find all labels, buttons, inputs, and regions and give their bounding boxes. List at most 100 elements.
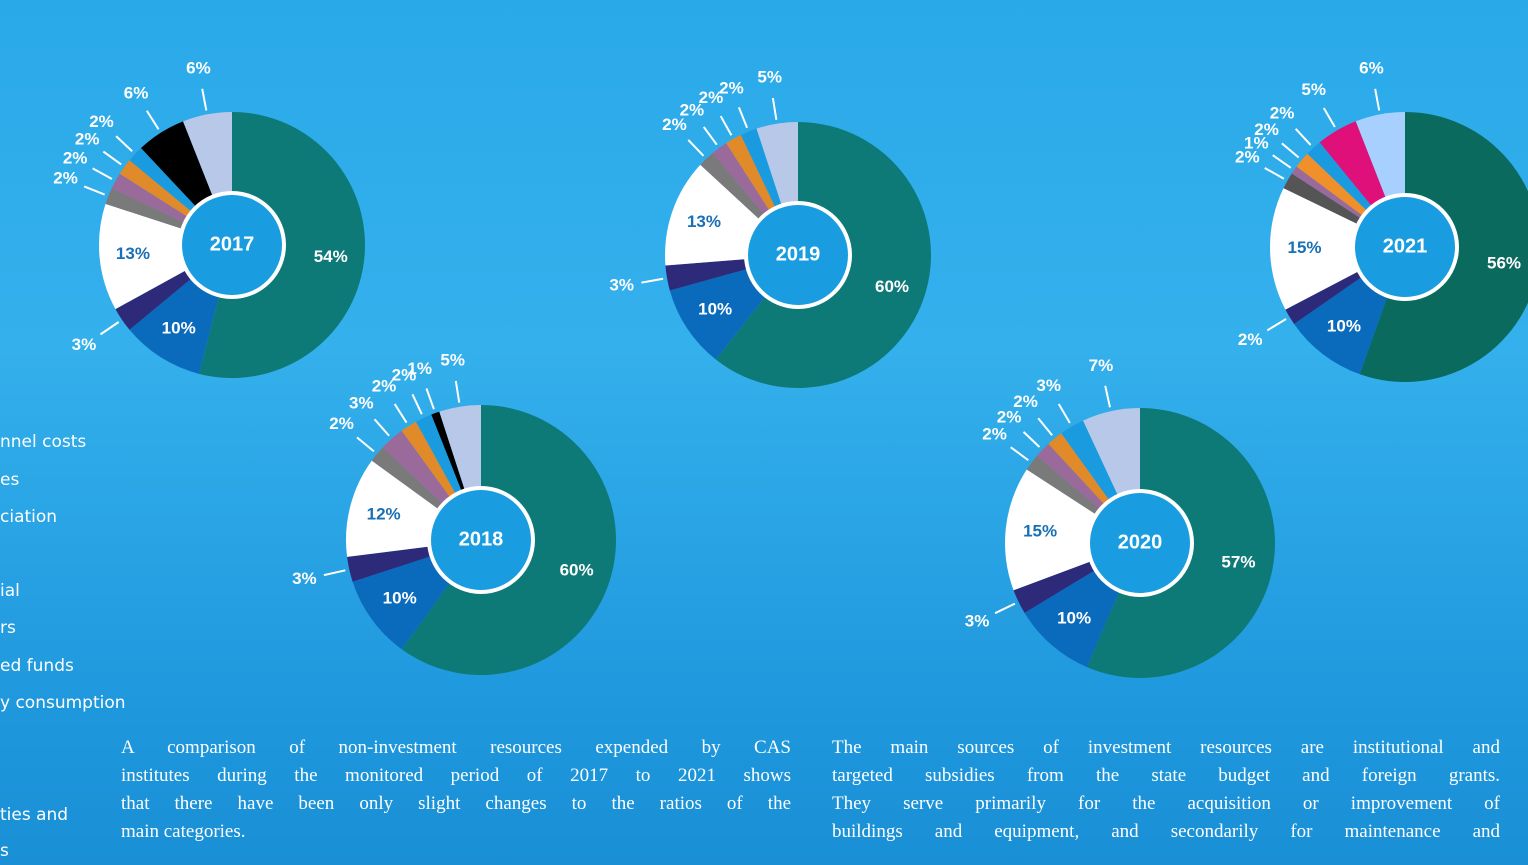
leader-line [425, 388, 435, 410]
center-disc [1355, 197, 1455, 297]
leader-line [454, 380, 461, 403]
value-label: 2% [372, 377, 397, 396]
value-label: 2% [392, 366, 417, 385]
value-label: 2% [89, 112, 114, 131]
value-label: 2% [719, 78, 744, 97]
value-label: 2% [680, 100, 705, 119]
leader-line [687, 139, 705, 157]
leader-line [1057, 403, 1071, 424]
value-label: 13% [116, 244, 150, 263]
legend-label: ties and [0, 805, 69, 825]
value-label: 6% [186, 59, 211, 78]
center-disc [431, 490, 531, 590]
value-label: 10% [383, 589, 417, 608]
pie-title: 2021 [1383, 235, 1428, 257]
value-label: 13% [687, 212, 721, 231]
value-label: 2% [1254, 120, 1279, 139]
value-label: 2% [75, 129, 100, 148]
leader-line [1294, 128, 1312, 146]
leader-line [1266, 318, 1287, 332]
leader-line [1322, 107, 1336, 128]
legend-label: rs [0, 618, 16, 638]
leader-line [737, 107, 749, 129]
value-label: 3% [292, 569, 317, 588]
pie-title: 2019 [776, 243, 821, 265]
center-disc [182, 195, 282, 295]
leader-line [1010, 446, 1029, 462]
value-label: 2% [1013, 392, 1038, 411]
value-label: 5% [757, 68, 782, 87]
value-label: 6% [124, 83, 149, 102]
value-label: 1% [1244, 133, 1269, 152]
paragraph: The main sources of investment resources… [832, 734, 1500, 846]
leader-line [1264, 167, 1285, 180]
legend-label: y consumption [0, 693, 126, 713]
value-label: 3% [1036, 376, 1061, 395]
value-label: 2% [1238, 330, 1263, 349]
text-line: targeted subsidies from the state budget… [832, 765, 1500, 786]
value-label: 57% [1221, 553, 1255, 572]
leader-line [115, 135, 133, 152]
paragraph: A comparison of non-investment resources… [121, 734, 791, 846]
text-line: main categories. [121, 821, 246, 842]
leader-line [1272, 154, 1292, 169]
value-label: 10% [1327, 316, 1361, 335]
leader-line [719, 115, 733, 136]
value-label: 3% [965, 611, 990, 630]
text-line: institutes during the monitored period o… [121, 765, 791, 786]
value-label: 3% [72, 335, 97, 354]
value-label: 10% [1057, 608, 1091, 627]
value-label: 2% [1270, 104, 1295, 123]
leader-line [702, 126, 718, 146]
legend-label: ciation [0, 507, 58, 527]
text-line: A comparison of non-investment resources… [121, 737, 791, 758]
leader-line [1374, 88, 1381, 111]
leader-line [92, 167, 113, 180]
value-label: 15% [1287, 238, 1321, 257]
value-label: 10% [162, 318, 196, 337]
value-label: 2% [982, 425, 1007, 444]
value-label: 1% [407, 359, 432, 378]
value-label: 7% [1089, 356, 1114, 375]
legend-label: ed funds [0, 656, 74, 676]
legend-label: nnel costs [0, 432, 87, 452]
value-label: 12% [367, 504, 401, 523]
leader-line [641, 277, 664, 284]
leader-line [201, 88, 208, 111]
pie-title: 2018 [459, 528, 504, 550]
value-label: 2% [997, 408, 1022, 427]
leader-line [83, 185, 105, 196]
value-label: 6% [1359, 59, 1384, 78]
value-label: 2% [329, 414, 354, 433]
value-label: 3% [609, 276, 634, 295]
leader-line [994, 602, 1016, 615]
pie-slice [1270, 188, 1405, 310]
value-label: 5% [440, 351, 465, 370]
leader-line [99, 321, 120, 336]
center-disc [748, 205, 848, 305]
value-label: 15% [1023, 522, 1057, 541]
center-disc [1090, 493, 1190, 593]
value-label: 2% [53, 169, 78, 188]
value-label: 54% [314, 247, 348, 266]
value-label: 2% [662, 115, 687, 134]
leader-line [393, 403, 408, 424]
leader-line [1104, 385, 1111, 408]
legend-label: ial [0, 581, 20, 601]
text-line: The main sources of investment resources… [832, 737, 1500, 758]
leader-line [1022, 431, 1041, 448]
leader-line [411, 393, 423, 415]
leader-line [102, 150, 122, 166]
value-label: 2% [699, 88, 724, 107]
value-label: 2% [63, 148, 88, 167]
value-label: 3% [349, 394, 374, 413]
leader-line [1037, 417, 1053, 436]
value-label: 60% [560, 561, 594, 580]
leader-line [145, 110, 160, 130]
value-label: 10% [698, 300, 732, 319]
leader-line [373, 418, 390, 437]
value-label: 60% [875, 277, 909, 296]
text-line: They serve primarily for the acquisition… [832, 793, 1500, 814]
